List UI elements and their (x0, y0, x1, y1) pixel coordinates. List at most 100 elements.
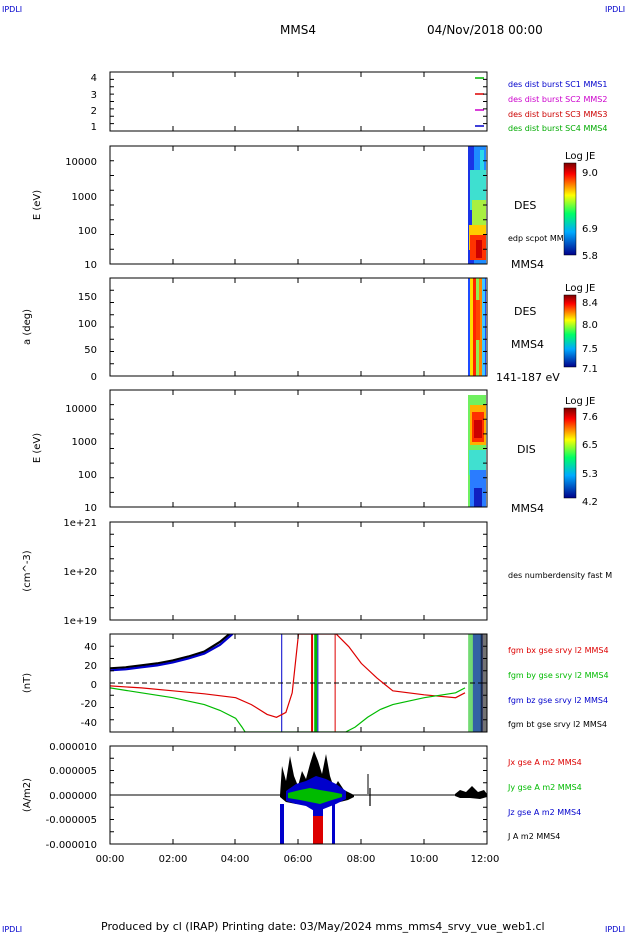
p2-colorbar-title: Log JE (565, 151, 595, 162)
panel-2: E (eV) 10000 1000 100 10 DES edp scpot M… (32, 145, 598, 271)
p1-ytick: 3 (91, 90, 97, 101)
p3-colorbar (563, 294, 577, 368)
p4-colorbar-tick: 4.2 (582, 497, 598, 508)
p7-legend-j: J A m2 MMS4 (507, 832, 560, 841)
p6-ytick: 40 (84, 642, 97, 653)
panel-1: 4 3 2 1 des dist burst SC1 MMS1 des dist… (91, 71, 607, 133)
p5-ytick: 1e+19 (63, 616, 97, 627)
p7-legend-jy: Jy gse A m2 MMS4 (507, 783, 582, 792)
p3-colorbar-tick: 7.1 (582, 364, 598, 375)
burst-mark (472, 634, 483, 732)
series-line-fgm-bt-gse-srvy-l2-mms4 (110, 634, 231, 670)
p7-legend-jz: Jz gse A m2 MMS4 (507, 808, 581, 817)
p7-ytick: 0.000005 (49, 766, 97, 777)
p7-ytick: -0.000005 (46, 815, 97, 826)
p7-ylabel: (A/m2) (22, 778, 33, 812)
p4-colorbar-tick: 6.5 (582, 440, 598, 451)
bfield-plot-area (110, 634, 487, 732)
p4-ytick: 10000 (65, 404, 97, 415)
p2-ylabel: E (eV) (32, 190, 43, 220)
p2-sc-label: MMS4 (511, 258, 544, 271)
time-tick: 06:00 (284, 854, 313, 865)
series-line-fgm-by-gse-srvy-l2-mms4 (110, 687, 466, 732)
p4-instrument-label: DIS (517, 443, 536, 456)
p2-colorbar (563, 162, 577, 256)
p3-ytick: 150 (78, 292, 97, 303)
p4-ytick: 100 (78, 470, 97, 481)
p5-ylabel: (cm^-3) (22, 550, 33, 591)
panel-1-frame (109, 71, 488, 132)
corner-label-bottom-right: IPDLI (605, 925, 625, 934)
time-axis: 00:00 02:00 04:00 06:00 08:00 10:00 12:0… (96, 854, 500, 865)
p4-sc-label: MMS4 (511, 502, 544, 515)
p2-instrument-label: DES (514, 199, 536, 212)
p1-legend-mms4: des dist burst SC4 MMS4 (508, 124, 607, 133)
p7-ytick: 0.000000 (49, 791, 97, 802)
p1-legend-mms2: des dist burst SC2 MMS2 (508, 95, 607, 104)
time-tick: 08:00 (347, 854, 376, 865)
p3-ytick: 50 (84, 345, 97, 356)
p4-colorbar-tick: 7.6 (582, 412, 598, 423)
panel-4-frame (109, 389, 488, 508)
corner-label-bottom-left: IPDLI (2, 925, 22, 934)
time-tick: 10:00 (410, 854, 439, 865)
p4-ytick: 1000 (72, 437, 97, 448)
panel-6: (nT) 40 20 0 -20 -40 fgm bx gse srvy l2 … (22, 633, 609, 733)
panel-2-bg (110, 146, 487, 264)
p3-energy-label: 141-187 eV (496, 371, 560, 384)
p7-ytick: -0.000010 (46, 840, 97, 851)
p2-ytick: 1000 (72, 192, 97, 203)
p6-legend-by: fgm by gse srvy l2 MMS4 (508, 671, 609, 680)
time-tick: 02:00 (159, 854, 188, 865)
panel-4: E (eV) 10000 1000 100 10 DIS MMS4 Log JE… (32, 389, 598, 515)
p7-legend-jx: Jx gse A m2 MMS4 (507, 758, 582, 767)
burst-mark (314, 634, 318, 732)
p3-ytick: 100 (78, 319, 97, 330)
p2-colorbar-tick: 9.0 (582, 168, 598, 179)
p6-ytick: -20 (81, 699, 97, 710)
p4-colorbar (563, 407, 577, 499)
burst-mark (317, 634, 319, 732)
series-line-fgm-bx-gse-srvy-l2-mms4 (110, 634, 466, 718)
p7-ytick: 0.000010 (49, 742, 97, 753)
p1-ytick: 2 (91, 106, 97, 117)
p3-ytick: 0 (91, 372, 97, 383)
p4-ytick: 10 (84, 503, 97, 514)
p5-ytick: 1e+20 (63, 567, 97, 578)
p1-ytick: 4 (91, 73, 97, 84)
footer-credits: Produced by cl (IRAP) Printing date: 03/… (101, 920, 545, 933)
p4-colorbar-title: Log JE (565, 396, 595, 407)
corner-label-top-left: IPDLI (2, 5, 22, 14)
p3-colorbar-tick: 8.0 (582, 320, 598, 331)
corner-label-top-right: IPDLI (605, 5, 625, 14)
p6-legend-bt: fgm bt gse srvy l2 MMS4 (508, 720, 607, 729)
p3-sc-label: MMS4 (511, 338, 544, 351)
p3-colorbar-title: Log JE (565, 283, 595, 294)
p2-ytick: 100 (78, 226, 97, 237)
p2-overlay-label: edp scpot MMS4 (508, 234, 574, 243)
current-plot-area (110, 751, 487, 844)
p6-ytick: 0 (91, 680, 97, 691)
dis-energy-spectrogram (468, 395, 486, 507)
date-title: 04/Nov/2018 00:00 (427, 23, 543, 37)
p6-legend-bz: fgm bz gse srvy l2 MMS4 (508, 696, 608, 705)
p5-ytick: 1e+21 (63, 518, 97, 529)
p3-colorbar-tick: 7.5 (582, 344, 598, 355)
p2-colorbar-tick: 5.8 (582, 251, 598, 262)
time-tick: 00:00 (96, 854, 125, 865)
p6-ylabel: (nT) (22, 673, 33, 693)
p2-ytick: 10 (84, 260, 97, 271)
p2-colorbar-tick: 6.9 (582, 224, 598, 235)
current-burst-region (280, 751, 487, 844)
spacecraft-title: MMS4 (280, 23, 316, 37)
panel-7: (A/m2) 0.000010 0.000005 0.000000 -0.000… (22, 742, 582, 851)
p3-ylabel: a (deg) (22, 309, 33, 345)
p1-ytick: 1 (91, 122, 97, 133)
panel-5-frame (109, 521, 488, 621)
p5-legend: des numberdensity fast M (508, 571, 612, 580)
panel-3: a (deg) 150 100 50 0 DES MMS4 141-187 eV… (22, 277, 598, 384)
p6-ytick: 20 (84, 661, 97, 672)
p3-colorbar-tick: 8.4 (582, 298, 598, 309)
p3-instrument-label: DES (514, 305, 536, 318)
